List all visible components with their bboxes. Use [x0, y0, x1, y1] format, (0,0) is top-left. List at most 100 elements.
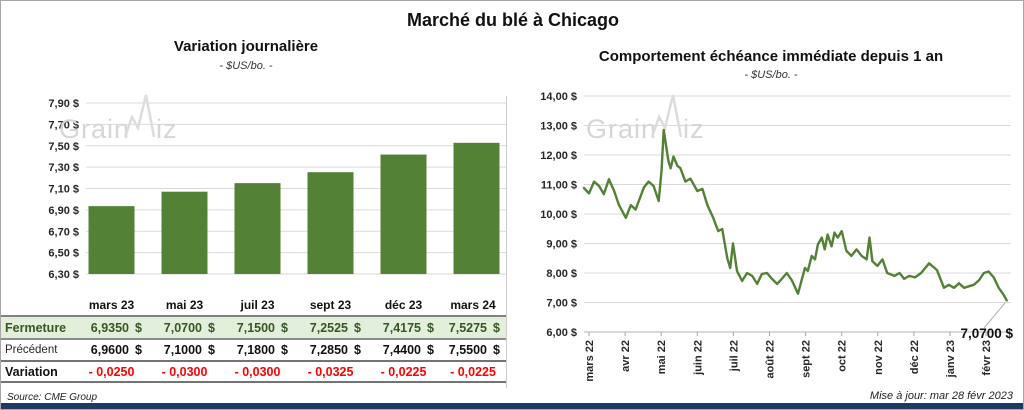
- table-cell: 7,1000 $: [148, 343, 221, 357]
- row-label: Précédent: [5, 344, 58, 356]
- price-series-line: [582, 128, 1008, 302]
- column-header: mars 24: [450, 298, 496, 312]
- table-cell: 7,2525 $: [294, 321, 367, 335]
- table-cell: 7,0700 $: [148, 321, 221, 335]
- grainwiz-watermark-right: Grain iz: [586, 94, 705, 144]
- table-cell: - 0,0225: [450, 364, 496, 379]
- currency-symbol: $: [427, 320, 434, 335]
- watermark-zigzag-icon: [123, 94, 156, 138]
- table-cell: - 0,0225: [380, 364, 427, 379]
- bar-juil 23: [234, 183, 281, 274]
- y-axis-label: 8,00 $: [546, 268, 577, 280]
- table-cell: 7,1800 $: [221, 343, 294, 357]
- bar-chart-title: Variation journalière: [173, 38, 319, 55]
- currency-symbol: $: [135, 343, 142, 357]
- currency-symbol: $: [208, 343, 215, 357]
- line-chart-subtitle: - $US/bo. -: [744, 69, 798, 81]
- row-label: Variation: [5, 364, 58, 379]
- table-cell: 7,5275 $: [440, 321, 506, 335]
- watermark-text-end: iz: [683, 114, 705, 144]
- y-axis-label: 7,00 $: [546, 298, 577, 310]
- watermark-text-start: Grain: [586, 114, 657, 144]
- x-axis-label: janv 23: [945, 340, 957, 378]
- table-cell: 6,9350 $: [75, 321, 148, 335]
- currency-symbol: $: [281, 343, 288, 357]
- column-header: mai 23: [165, 298, 204, 312]
- cell-value: 7,4400: [382, 343, 421, 357]
- cell-value: 7,5500: [448, 343, 487, 357]
- bar-sept 23: [307, 172, 354, 274]
- table-cell: - 0,0300: [234, 364, 281, 379]
- x-axis-label: juin 22: [692, 340, 704, 376]
- table-row-variation: Variation - 0,0250 - 0,0300 - 0,0300 - 0,032…: [1, 362, 506, 383]
- y-axis-label: 14,00 $: [540, 91, 577, 103]
- front-month-line-chart: 6,00 $ 7,00 $ 8,00 $ 9,00 $ 10,00 $ 11,00 $ 12…: [540, 91, 1013, 382]
- last-price-label: 7,0700 $: [960, 326, 1013, 341]
- row-label: Fermeture: [5, 320, 67, 335]
- futures-price-table: mars 23 mai 23 juil 23 sept 23 déc 23 mars 24…: [1, 295, 506, 383]
- bar-chart-subtitle: - $US/bo. -: [219, 60, 273, 72]
- callout-leader-line: [983, 302, 1006, 329]
- cell-value: 7,2525: [309, 320, 348, 335]
- cell-value: 7,2850: [309, 343, 348, 357]
- update-note: Mise à jour: mar 28 févr 2023: [869, 390, 1013, 402]
- x-axis-label: mars 22: [584, 340, 596, 382]
- y-axis-label: 6,50 $: [48, 248, 79, 260]
- y-axis-label: 6,30 $: [48, 269, 79, 281]
- page-title: Marché du blé à Chicago: [406, 10, 620, 30]
- y-axis-label: 12,00 $: [540, 150, 577, 162]
- currency-symbol: $: [493, 343, 500, 357]
- y-axis-label: 7,70 $: [48, 119, 79, 131]
- column-header: mars 23: [88, 298, 135, 312]
- line-chart-title: Comportement échéance immédiate depuis 1…: [598, 48, 944, 65]
- table-cell: 7,1500 $: [221, 321, 294, 335]
- watermark-text-end: iz: [156, 114, 178, 144]
- currency-symbol: $: [493, 320, 500, 335]
- y-axis-label: 10,00 $: [540, 209, 577, 221]
- table-cell: - 0,0300: [161, 364, 208, 379]
- cell-value: 7,5275: [448, 320, 487, 335]
- bar-mai 23: [161, 191, 208, 274]
- table-cell: 7,4400 $: [367, 343, 440, 357]
- panel-divider: [506, 96, 507, 388]
- currency-symbol: $: [281, 320, 288, 335]
- x-axis-label: sept 22: [801, 340, 813, 378]
- currency-symbol: $: [354, 343, 361, 357]
- x-axis-label: févr 23: [981, 340, 993, 375]
- table-cell: - 0,0250: [88, 364, 135, 379]
- x-axis-label: nov 22: [873, 340, 885, 375]
- cell-value: 7,1500: [236, 320, 275, 335]
- y-axis-label: 6,70 $: [48, 226, 79, 238]
- cell-value: 6,9600: [90, 343, 129, 357]
- bar-mars 23: [88, 206, 135, 274]
- table-cell: - 0,0325: [307, 364, 354, 379]
- x-axis-label: oct 22: [837, 340, 849, 372]
- y-axis-label: 6,90 $: [48, 205, 79, 217]
- bar-mars 24: [453, 142, 500, 274]
- bar-déc 23: [380, 154, 427, 274]
- table-cell: 7,5500 $: [440, 343, 506, 357]
- currency-symbol: $: [427, 343, 434, 357]
- y-axis-label: 7,30 $: [48, 162, 79, 174]
- watermark-text-start: Grain: [59, 114, 130, 144]
- daily-variation-bar-chart: 6,30 $ 6,50 $ 6,70 $ 6,90 $ 7,10 $ 7,30 $ 7,50…: [48, 94, 506, 281]
- currency-symbol: $: [135, 320, 142, 335]
- column-header: sept 23: [309, 298, 352, 312]
- y-axis-label: 9,00 $: [546, 239, 577, 251]
- cell-value: 6,9350: [90, 320, 129, 335]
- table-row-precedent: Précédent 6,9600 $7,1000 $7,1800 $ 7,2850 $7,4…: [1, 340, 506, 362]
- y-axis-label: 6,00 $: [546, 327, 577, 339]
- cell-value: 7,4175: [382, 320, 421, 335]
- x-axis-label: mai 22: [656, 340, 668, 374]
- y-axis-label: 11,00 $: [541, 180, 577, 192]
- cell-value: 7,1000: [163, 343, 202, 357]
- grainwiz-watermark-left: Grain iz: [59, 94, 178, 144]
- x-axis-label: août 22: [765, 340, 777, 379]
- y-axis-label: 7,10 $: [48, 184, 79, 196]
- column-header: déc 23: [384, 298, 423, 312]
- x-axis-label: juil 22: [728, 340, 740, 372]
- currency-symbol: $: [354, 320, 361, 335]
- currency-symbol: $: [208, 320, 215, 335]
- column-header: juil 23: [240, 298, 275, 312]
